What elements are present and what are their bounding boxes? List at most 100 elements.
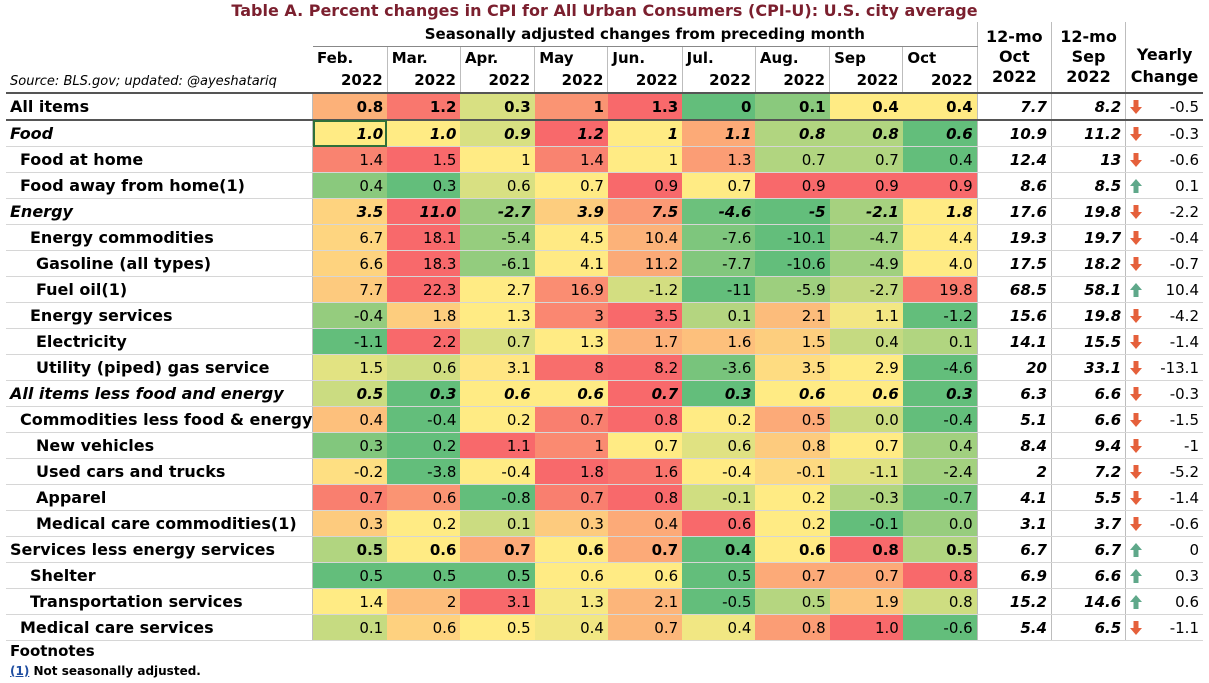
cell-fuel-oil-feb[interactable]: 7.7 (312, 276, 388, 303)
cell-energy-services-sep[interactable]: 1.1 (829, 302, 903, 329)
cell-fuel-oil-oct[interactable]: 19.8 (902, 276, 978, 303)
cell-shelter-aug[interactable]: 0.7 (755, 562, 830, 589)
cell-medical-care-commodities-feb[interactable]: 0.3 (312, 510, 388, 537)
cell-12mo-sep[interactable]: 6.6 (1050, 406, 1126, 433)
cell-shelter-feb[interactable]: 0.5 (312, 562, 388, 589)
cell-all-items-jul[interactable]: 0 (682, 93, 756, 121)
cell-electricity-jun[interactable]: 1.7 (607, 328, 683, 355)
cell-commodities-less-food-and-energy-apr[interactable]: 0.2 (460, 406, 535, 433)
cell-energy-apr[interactable]: -2.7 (460, 198, 535, 225)
cell-shelter-jun[interactable]: 0.6 (607, 562, 683, 589)
cell-transportation-services-feb[interactable]: 1.4 (312, 588, 388, 615)
cell-gasoline-all-types-may[interactable]: 4.1 (534, 250, 608, 277)
cell-fuel-oil-aug[interactable]: -5.9 (755, 276, 830, 303)
cell-yearly-change[interactable]: -1.4 (1145, 484, 1203, 511)
cell-food-away-from-home-sep[interactable]: 0.9 (829, 172, 903, 199)
cell-medical-care-services-may[interactable]: 0.4 (534, 614, 608, 641)
cell-12mo-sep[interactable]: 7.2 (1050, 458, 1126, 485)
cell-12mo-sep[interactable]: 8.2 (1050, 93, 1126, 121)
cell-energy-services-mar[interactable]: 1.8 (387, 302, 461, 329)
cell-transportation-services-mar[interactable]: 2 (387, 588, 461, 615)
cell-12mo-oct[interactable]: 6.7 (976, 536, 1052, 563)
cell-fuel-oil-apr[interactable]: 2.7 (460, 276, 535, 303)
cell-12mo-oct[interactable]: 5.1 (976, 406, 1052, 433)
cell-apparel-oct[interactable]: -0.7 (902, 484, 978, 511)
cell-fuel-oil-may[interactable]: 16.9 (534, 276, 608, 303)
cell-services-less-energy-services-jun[interactable]: 0.7 (607, 536, 683, 563)
cell-yearly-change[interactable]: -0.6 (1145, 146, 1203, 173)
cell-yearly-change[interactable]: -1.5 (1145, 406, 1203, 433)
cell-12mo-sep[interactable]: 18.2 (1050, 250, 1126, 277)
cell-apparel-jul[interactable]: -0.1 (682, 484, 756, 511)
cell-utility-piped-gas-service-jun[interactable]: 8.2 (607, 354, 683, 381)
cell-yearly-change[interactable]: -0.6 (1145, 510, 1203, 537)
cell-new-vehicles-mar[interactable]: 0.2 (387, 432, 461, 459)
cell-medical-care-commodities-may[interactable]: 0.3 (534, 510, 608, 537)
cell-electricity-aug[interactable]: 1.5 (755, 328, 830, 355)
cell-energy-services-aug[interactable]: 2.1 (755, 302, 830, 329)
cell-energy-commodities-sep[interactable]: -4.7 (829, 224, 903, 251)
cell-medical-care-commodities-sep[interactable]: -0.1 (829, 510, 903, 537)
cell-food-oct[interactable]: 0.6 (902, 120, 978, 147)
cell-food-sep[interactable]: 0.8 (829, 120, 903, 147)
cell-apparel-mar[interactable]: 0.6 (387, 484, 461, 511)
cell-shelter-sep[interactable]: 0.7 (829, 562, 903, 589)
cell-12mo-sep[interactable]: 8.5 (1050, 172, 1126, 199)
cell-12mo-oct[interactable]: 20 (976, 354, 1052, 381)
cell-energy-commodities-oct[interactable]: 4.4 (902, 224, 978, 251)
footnote-1-ref[interactable]: (1) (10, 664, 30, 678)
cell-12mo-sep[interactable]: 6.6 (1050, 380, 1126, 407)
cell-used-cars-and-trucks-jul[interactable]: -0.4 (682, 458, 756, 485)
cell-yearly-change[interactable]: -1 (1145, 432, 1203, 459)
cell-food-mar[interactable]: 1.0 (387, 120, 461, 147)
cell-yearly-change[interactable]: 10.4 (1145, 276, 1203, 303)
cell-food-away-from-home-jun[interactable]: 0.9 (607, 172, 683, 199)
cell-12mo-oct[interactable]: 15.6 (976, 302, 1052, 329)
cell-gasoline-all-types-feb[interactable]: 6.6 (312, 250, 388, 277)
cell-12mo-oct[interactable]: 10.9 (976, 120, 1052, 147)
cell-energy-services-jul[interactable]: 0.1 (682, 302, 756, 329)
cell-commodities-less-food-and-energy-may[interactable]: 0.7 (534, 406, 608, 433)
cell-medical-care-services-oct[interactable]: -0.6 (902, 614, 978, 641)
cell-12mo-sep[interactable]: 6.6 (1050, 562, 1126, 589)
cell-used-cars-and-trucks-jun[interactable]: 1.6 (607, 458, 683, 485)
cell-gasoline-all-types-sep[interactable]: -4.9 (829, 250, 903, 277)
cell-services-less-energy-services-may[interactable]: 0.6 (534, 536, 608, 563)
cell-energy-may[interactable]: 3.9 (534, 198, 608, 225)
cell-commodities-less-food-and-energy-oct[interactable]: -0.4 (902, 406, 978, 433)
cell-transportation-services-may[interactable]: 1.3 (534, 588, 608, 615)
cell-food-at-home-feb[interactable]: 1.4 (312, 146, 388, 173)
cell-energy-commodities-may[interactable]: 4.5 (534, 224, 608, 251)
cell-12mo-oct[interactable]: 19.3 (976, 224, 1052, 251)
cell-electricity-apr[interactable]: 0.7 (460, 328, 535, 355)
cell-commodities-less-food-and-energy-mar[interactable]: -0.4 (387, 406, 461, 433)
cell-food-at-home-mar[interactable]: 1.5 (387, 146, 461, 173)
cell-12mo-sep[interactable]: 6.5 (1050, 614, 1126, 641)
cell-energy-commodities-jun[interactable]: 10.4 (607, 224, 683, 251)
cell-12mo-oct[interactable]: 2 (976, 458, 1052, 485)
cell-12mo-oct[interactable]: 8.6 (976, 172, 1052, 199)
cell-new-vehicles-feb[interactable]: 0.3 (312, 432, 388, 459)
cell-12mo-sep[interactable]: 3.7 (1050, 510, 1126, 537)
cell-utility-piped-gas-service-aug[interactable]: 3.5 (755, 354, 830, 381)
cell-apparel-apr[interactable]: -0.8 (460, 484, 535, 511)
cell-energy-services-feb[interactable]: -0.4 (312, 302, 388, 329)
cell-medical-care-commodities-apr[interactable]: 0.1 (460, 510, 535, 537)
cell-energy-services-may[interactable]: 3 (534, 302, 608, 329)
cell-electricity-feb[interactable]: -1.1 (312, 328, 388, 355)
cell-all-items-less-food-and-energy-oct[interactable]: 0.3 (902, 380, 978, 407)
cell-all-items-sep[interactable]: 0.4 (829, 93, 903, 121)
cell-12mo-oct[interactable]: 7.7 (976, 93, 1052, 121)
cell-apparel-jun[interactable]: 0.8 (607, 484, 683, 511)
cell-12mo-oct[interactable]: 5.4 (976, 614, 1052, 641)
cell-services-less-energy-services-mar[interactable]: 0.6 (387, 536, 461, 563)
cell-apparel-feb[interactable]: 0.7 (312, 484, 388, 511)
cell-food-at-home-apr[interactable]: 1 (460, 146, 535, 173)
cell-utility-piped-gas-service-sep[interactable]: 2.9 (829, 354, 903, 381)
cell-12mo-sep[interactable]: 33.1 (1050, 354, 1126, 381)
cell-transportation-services-apr[interactable]: 3.1 (460, 588, 535, 615)
cell-used-cars-and-trucks-sep[interactable]: -1.1 (829, 458, 903, 485)
cell-services-less-energy-services-feb[interactable]: 0.5 (312, 536, 388, 563)
cell-utility-piped-gas-service-mar[interactable]: 0.6 (387, 354, 461, 381)
cell-fuel-oil-sep[interactable]: -2.7 (829, 276, 903, 303)
